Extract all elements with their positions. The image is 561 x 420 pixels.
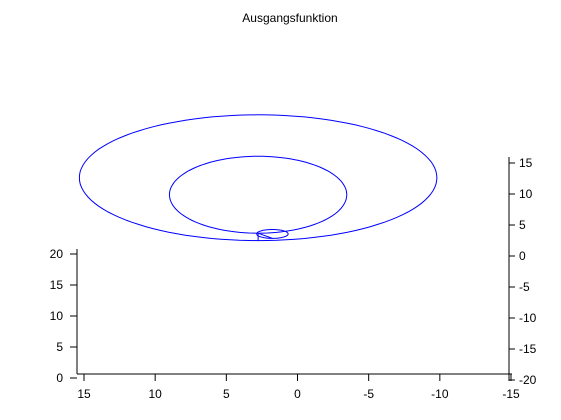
y-axis-ticks: 0 5 10 15 20	[50, 247, 77, 385]
y-tick-label: 5	[56, 340, 63, 354]
x-tick-label: 15	[77, 387, 91, 401]
x-tick-label: 5	[223, 387, 230, 401]
x-tick-label: 0	[294, 387, 301, 401]
x-tick-label: -10	[431, 387, 449, 401]
y-tick-label: 15	[50, 278, 64, 292]
curve-line	[78, 114, 438, 242]
y-tick-label: 20	[50, 247, 64, 261]
y-tick-label: 10	[50, 309, 64, 323]
x-tick-label: -5	[363, 387, 374, 401]
z-tick-label: 10	[519, 187, 533, 201]
x-tick-label: 10	[148, 387, 162, 401]
spiral-curve	[78, 114, 438, 242]
z-tick-label: 5	[519, 218, 526, 232]
z-tick-label: -10	[519, 311, 537, 325]
z-tick-label: -20	[519, 373, 537, 387]
x-axis-ticks: 15 10 5 0 -5 -10 -15	[77, 374, 520, 401]
x-tick-label: -15	[502, 387, 520, 401]
z-axis-ticks: 15 10 5 0 -5 -10 -15 -20	[509, 156, 537, 387]
z-tick-label: 15	[519, 156, 533, 170]
z-tick-label: -15	[519, 342, 537, 356]
chart-title: Ausgangsfunktion	[242, 11, 337, 25]
y-tick-label: 0	[56, 371, 63, 385]
z-tick-label: 0	[519, 249, 526, 263]
z-tick-label: -5	[519, 280, 530, 294]
